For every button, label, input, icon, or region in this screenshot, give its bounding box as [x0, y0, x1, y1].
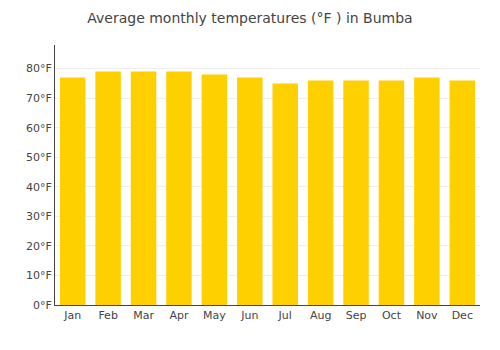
svg-text:50°F: 50°F	[26, 151, 52, 164]
svg-text:Jan: Jan	[63, 309, 81, 322]
svg-text:60°F: 60°F	[26, 122, 52, 135]
svg-text:Nov: Nov	[416, 309, 438, 322]
svg-text:20°F: 20°F	[26, 240, 52, 253]
svg-text:Aug: Aug	[310, 309, 331, 322]
svg-text:80°F: 80°F	[26, 62, 52, 75]
svg-text:Feb: Feb	[98, 309, 117, 322]
svg-text:40°F: 40°F	[26, 181, 52, 194]
svg-text:Average monthly temperatures (: Average monthly temperatures (°F ) in Bu…	[87, 10, 412, 26]
svg-text:Oct: Oct	[382, 309, 402, 322]
svg-text:May: May	[203, 309, 226, 322]
svg-text:Mar: Mar	[133, 309, 154, 322]
svg-text:70°F: 70°F	[26, 92, 52, 105]
svg-text:Apr: Apr	[169, 309, 189, 322]
svg-text:Jun: Jun	[240, 309, 258, 322]
svg-text:Dec: Dec	[452, 309, 473, 322]
svg-text:10°F: 10°F	[26, 269, 52, 282]
svg-text:Sep: Sep	[346, 309, 367, 322]
svg-text:0°F: 0°F	[33, 299, 52, 312]
svg-text:Jul: Jul	[278, 309, 292, 322]
svg-text:30°F: 30°F	[26, 210, 52, 223]
